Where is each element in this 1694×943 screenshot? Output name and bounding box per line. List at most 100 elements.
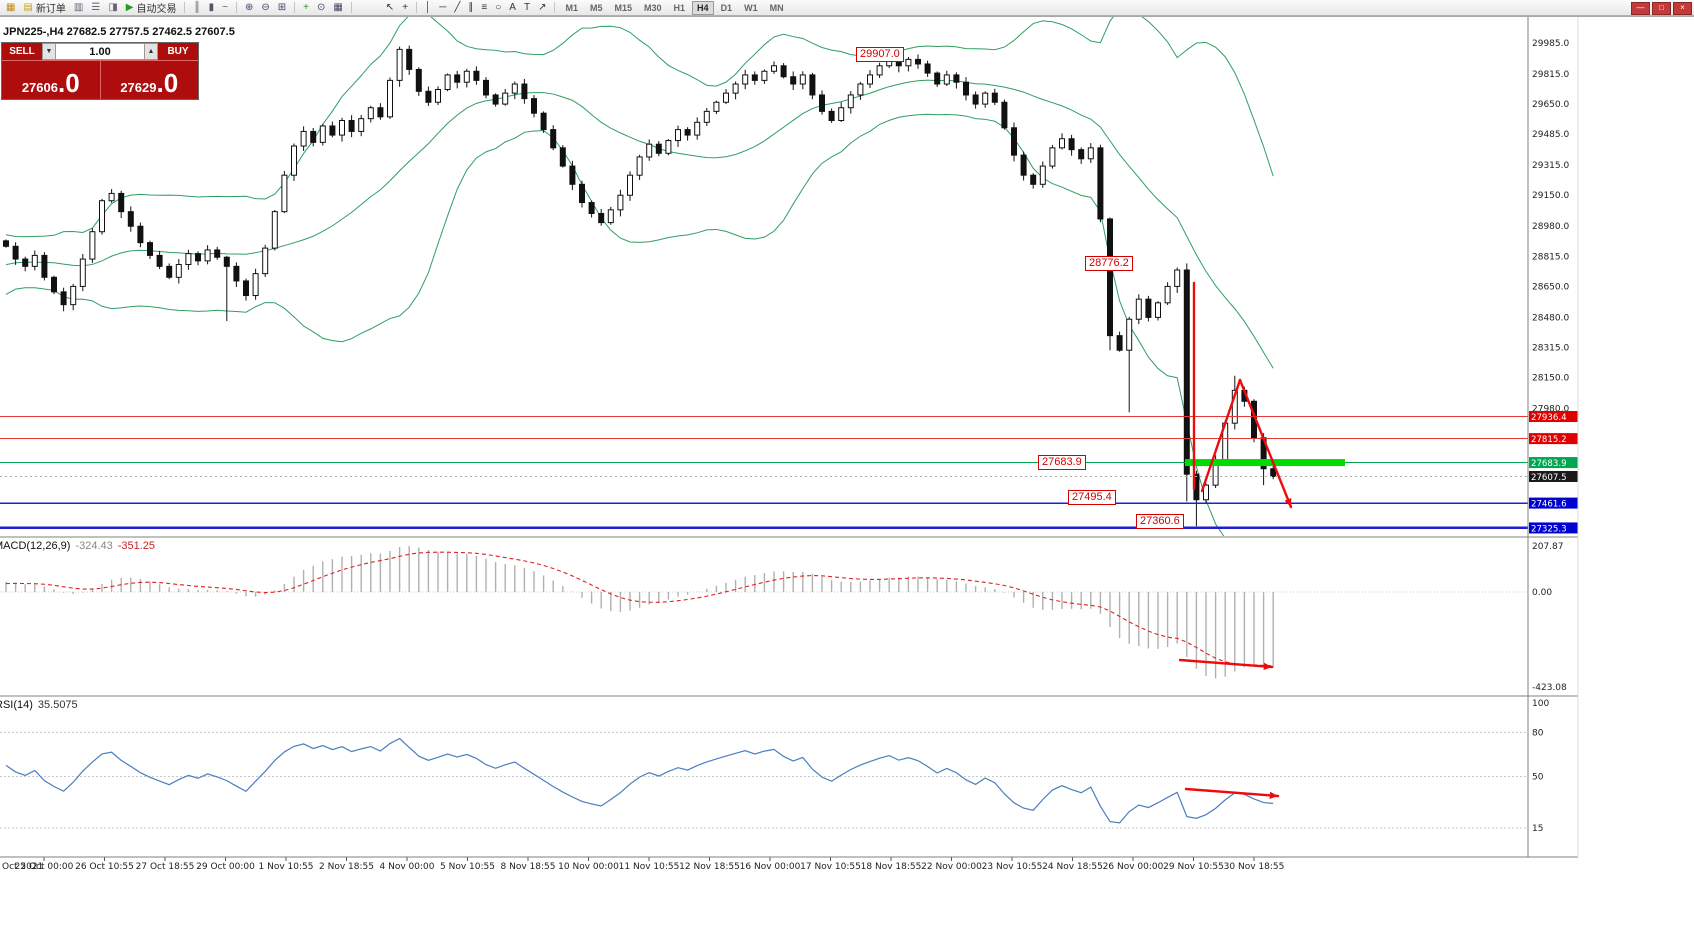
- time-axis-label: 29 Nov 10:55: [1163, 862, 1224, 872]
- rsi-name: RSI(14): [0, 699, 33, 711]
- price-tag-text: 27607.5: [1531, 473, 1567, 483]
- price-axis-tick: 29650.0: [1532, 100, 1569, 110]
- candle-body: [857, 83, 864, 96]
- candle-body: [511, 83, 518, 94]
- maximize-button[interactable]: □: [1652, 2, 1671, 15]
- timeframe-h4-button[interactable]: H4: [692, 0, 714, 15]
- candle-body: [1164, 285, 1171, 304]
- vertical-line-icon: │: [425, 1, 432, 13]
- text-label-button[interactable]: T: [521, 1, 533, 15]
- line-chart-button[interactable]: ~: [219, 1, 231, 15]
- timeframe-d1-button[interactable]: D1: [720, 2, 733, 13]
- toolbar-separator: [554, 2, 556, 13]
- candle-body: [99, 200, 105, 233]
- candle-body: [694, 121, 701, 136]
- chart-profiles-icon: ▥: [73, 1, 84, 13]
- buy-price[interactable]: 27629.0: [101, 61, 199, 99]
- candlestick-chart-button[interactable]: ▮: [206, 1, 218, 15]
- candle-body: [934, 72, 941, 85]
- macd-scale-label: 0.00: [1532, 588, 1552, 598]
- timeframe-mn-button[interactable]: MN: [769, 2, 784, 13]
- sell-button[interactable]: SELL: [2, 43, 42, 60]
- cursor-button[interactable]: ↖: [383, 1, 397, 15]
- support-zone-highlight[interactable]: [1185, 459, 1345, 467]
- candle-body: [799, 74, 806, 85]
- minimize-button[interactable]: —: [1631, 2, 1650, 15]
- candle-body: [1087, 147, 1094, 160]
- new-chart-button[interactable]: ▦: [3, 1, 18, 15]
- text-button[interactable]: A: [506, 1, 519, 15]
- volume-decrease-button[interactable]: ▼: [42, 43, 56, 60]
- candle-body: [214, 249, 221, 258]
- volume-increase-button[interactable]: ▲: [144, 43, 158, 60]
- bars-chart-icon: ║: [193, 1, 201, 13]
- timeframe-m1-button[interactable]: M1: [565, 2, 578, 13]
- arrows-button[interactable]: ↗: [535, 1, 549, 15]
- candle-body: [204, 249, 211, 262]
- candle-body: [425, 90, 432, 103]
- time-axis-label: 16 Nov 00:00: [740, 862, 801, 872]
- horizontal-line-icon: ─: [439, 1, 447, 13]
- candlestick-chart-icon: ▮: [208, 1, 215, 13]
- price-callout-label[interactable]: 27683.9: [1038, 455, 1086, 470]
- candle-body: [319, 125, 326, 143]
- drawn-arrow-line[interactable]: [1200, 378, 1242, 493]
- shapes-button[interactable]: ○: [492, 1, 504, 15]
- candle-body: [1107, 218, 1113, 337]
- candle-body: [70, 285, 77, 306]
- tile-windows-button[interactable]: ⊞: [275, 1, 289, 15]
- timeframe-h1-button[interactable]: H1: [673, 2, 686, 13]
- candle-body: [819, 94, 825, 112]
- timeframe-m5-button[interactable]: M5: [589, 2, 603, 13]
- price-tag: [1529, 433, 1578, 445]
- periods-button[interactable]: ⊙: [314, 1, 328, 15]
- candle-body: [1174, 269, 1181, 287]
- crosshair-button[interactable]: +: [399, 1, 411, 15]
- candle-body: [185, 253, 192, 266]
- zoom-in-button[interactable]: ⊕: [242, 1, 256, 15]
- price-callout-label[interactable]: 29907.0: [856, 47, 904, 62]
- price-axis-tick: 28980.0: [1532, 222, 1569, 232]
- fibonacci-retracement-button[interactable]: ≡: [478, 1, 490, 15]
- zoom-out-icon: ⊖: [261, 1, 270, 13]
- navigator-icon: ◨: [108, 1, 118, 13]
- horizontal-line-button[interactable]: ─: [436, 1, 449, 15]
- close-button[interactable]: ×: [1673, 2, 1692, 15]
- templates-button[interactable]: ▦: [330, 1, 345, 15]
- price-callout-label[interactable]: 28776.2: [1085, 256, 1133, 271]
- drawn-arrow-line[interactable]: [1184, 787, 1280, 798]
- chart-profiles-button[interactable]: ▥: [71, 1, 86, 15]
- timeframe-m15-button[interactable]: M15: [614, 2, 633, 13]
- candle-body: [252, 273, 259, 297]
- sell-price[interactable]: 27606.0: [2, 61, 100, 99]
- navigator-button[interactable]: ◨: [105, 1, 120, 15]
- trendline-button[interactable]: ╱: [451, 1, 463, 15]
- candle-body: [12, 245, 19, 260]
- candle-body: [742, 74, 749, 85]
- buy-button[interactable]: BUY: [158, 43, 198, 60]
- candle-body: [435, 88, 441, 103]
- candle-body: [1030, 174, 1037, 185]
- candle-body: [924, 63, 931, 74]
- market-watch-button[interactable]: ☰: [88, 1, 103, 15]
- candle-body: [723, 92, 729, 103]
- price-callout-label[interactable]: 27360.6: [1136, 514, 1184, 529]
- price-callout-label[interactable]: 27495.4: [1068, 490, 1116, 505]
- candle-body: [1068, 138, 1075, 151]
- new-order-button[interactable]: ▤ 新订单: [20, 1, 68, 16]
- zoom-out-button[interactable]: ⊖: [258, 1, 272, 15]
- bars-chart-button[interactable]: ║: [190, 1, 203, 15]
- autotrading-button[interactable]: ▶ 自动交易: [123, 1, 180, 16]
- timeframe-w1-button[interactable]: W1: [744, 2, 758, 13]
- indicators-button[interactable]: +: [300, 1, 312, 15]
- candle-body: [175, 264, 182, 278]
- drawn-arrow-line[interactable]: [1178, 658, 1274, 669]
- time-axis-label: 12 Nov 18:55: [679, 862, 740, 872]
- vertical-line-button[interactable]: │: [422, 1, 434, 15]
- timeframe-m30-button[interactable]: M30: [644, 2, 662, 13]
- equidistant-channel-button[interactable]: ∥: [465, 1, 476, 15]
- volume-input[interactable]: [56, 43, 144, 60]
- drawn-arrow-line[interactable]: [1238, 378, 1293, 509]
- price-axis-tick: 28315.0: [1532, 343, 1569, 353]
- price-axis-tick: 29815.0: [1532, 70, 1569, 80]
